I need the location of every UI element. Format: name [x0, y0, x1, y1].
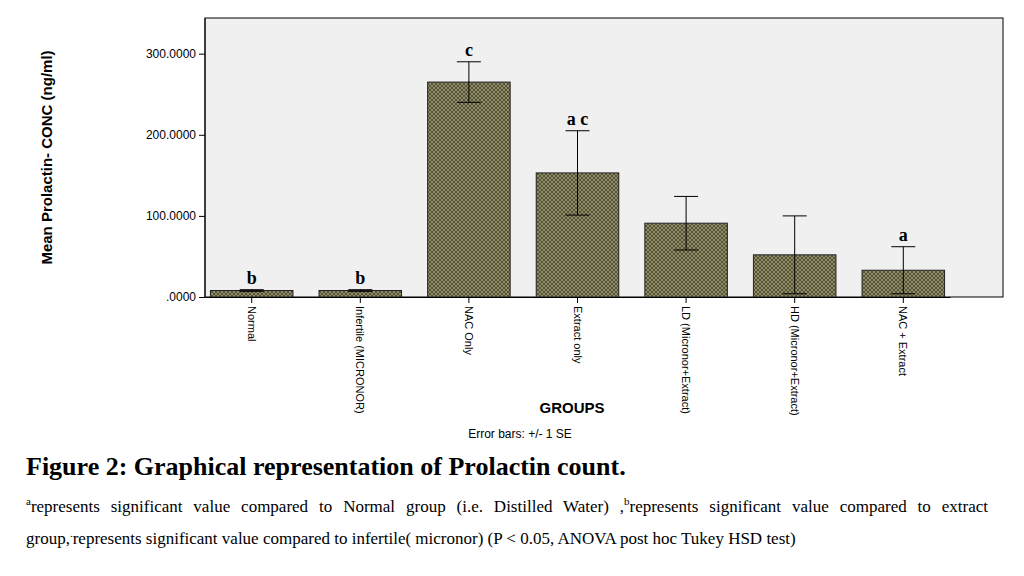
x-tick-label: Infertile (MICRONOR) [354, 306, 366, 414]
error-bar [457, 62, 481, 103]
error-cap-bottom [783, 293, 807, 294]
significance-letter: b [355, 268, 365, 288]
y-tick: 200.0000 [146, 128, 205, 142]
x-tick-label: LD (Micronor+Extract) [680, 306, 692, 414]
x-tick: NAC Only [463, 297, 475, 355]
error-stem [577, 131, 578, 215]
x-tick-mark [360, 297, 361, 303]
error-cap-bottom [566, 215, 590, 216]
x-tick: Normal [246, 297, 258, 341]
bar [319, 291, 402, 297]
error-bar-note: Error bars: +/- 1 SE [468, 427, 572, 441]
x-tick: LD (Micronor+Extract) [680, 297, 692, 414]
error-cap-top [348, 289, 372, 290]
y-tick-mark [199, 216, 205, 217]
error-stem [794, 216, 795, 294]
x-tick-mark [686, 297, 687, 303]
x-tick-label: Extract only [572, 306, 584, 364]
caption-symbol: a [26, 495, 31, 507]
x-tick-mark [903, 297, 904, 303]
x-tick-label: NAC + Extract [897, 306, 909, 376]
x-tick-mark [577, 297, 578, 303]
caption-symbol: . [70, 527, 73, 539]
error-cap-bottom [674, 249, 698, 250]
error-cap-bottom [348, 291, 372, 292]
significance-letter: b [247, 268, 257, 288]
error-cap-top [457, 61, 481, 62]
y-tick-mark [199, 54, 205, 55]
x-tick: Infertile (MICRONOR) [354, 297, 366, 414]
x-tick: NAC + Extract [897, 297, 909, 376]
bar [428, 82, 511, 297]
error-cap-top [783, 215, 807, 216]
caption-symbol: b [624, 495, 630, 507]
error-bar [566, 131, 590, 215]
caption-title: Figure 2: Graphical representation of Pr… [26, 452, 988, 482]
x-tick-label: NAC Only [463, 306, 475, 355]
error-cap-top [240, 289, 264, 290]
x-tick-mark [794, 297, 795, 303]
plot-background [205, 18, 1003, 297]
error-bar [240, 290, 264, 292]
y-tick-label: 300.0000 [146, 47, 196, 61]
bar [210, 291, 293, 297]
error-bar [348, 290, 372, 292]
error-stem [903, 247, 904, 294]
y-axis-line [205, 18, 206, 297]
x-tick: HD (Micronor+Extract) [789, 297, 801, 416]
y-tick-label: .0000 [166, 290, 196, 304]
significance-letter: c [465, 40, 473, 60]
y-tick: .0000 [166, 290, 205, 304]
error-cap-top [674, 196, 698, 197]
error-bar [674, 196, 698, 250]
caption-note: represents significant value compared to… [73, 528, 796, 547]
y-tick-label: 200.0000 [146, 128, 196, 142]
error-bar [783, 216, 807, 294]
error-cap-bottom [240, 291, 264, 292]
y-tick-label: 100.0000 [146, 209, 196, 223]
plot-area [210, 62, 944, 297]
y-axis: .0000 100.0000 200.0000 300.0000 [146, 18, 205, 304]
x-tick-label: Normal [246, 306, 258, 341]
x-tick-mark [251, 297, 252, 303]
significance-letter: a c [567, 109, 589, 129]
x-tick: Extract only [572, 297, 584, 364]
error-cap-bottom [457, 102, 481, 103]
error-cap-top [566, 130, 590, 131]
y-tick: 300.0000 [146, 47, 205, 61]
error-stem [468, 62, 469, 103]
caption: Figure 2: Graphical representation of Pr… [26, 452, 988, 551]
x-axis: Normal Infertile (MICRONOR) NAC Only Extrac… [206, 297, 951, 416]
caption-notes: arepresents significant value compared t… [26, 488, 988, 551]
x-tick-label: HD (Micronor+Extract) [789, 306, 801, 416]
significance-letter: a [899, 225, 908, 245]
caption-note: represents significant value compared to… [31, 497, 624, 516]
error-cap-top [891, 246, 915, 247]
x-tick-mark [468, 297, 469, 303]
y-axis-title: Mean Prolactin- CONC (ng/ml) [38, 50, 55, 264]
error-cap-bottom [891, 293, 915, 294]
y-tick-mark [199, 297, 205, 298]
y-tick-mark [199, 135, 205, 136]
x-axis-title: GROUPS [539, 399, 604, 416]
y-tick: 100.0000 [146, 209, 205, 223]
error-stem [686, 196, 687, 250]
error-bar [891, 247, 915, 294]
